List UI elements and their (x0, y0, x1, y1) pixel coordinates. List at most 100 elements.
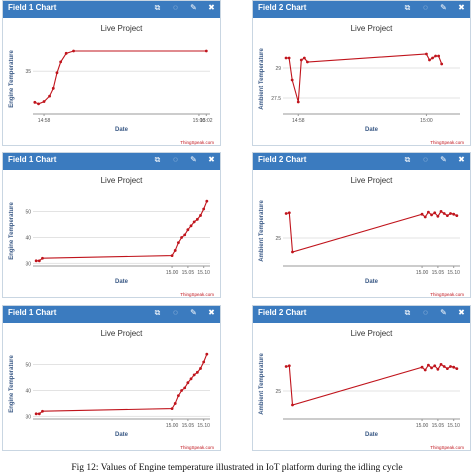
x-axis-label: Date (115, 127, 129, 133)
comment-icon[interactable]: ◌ (173, 308, 178, 317)
y-tick-label: 50 (25, 210, 31, 216)
close-icon[interactable]: ✖ (208, 155, 215, 164)
data-point (299, 58, 303, 62)
data-point (449, 365, 452, 368)
external-link-icon[interactable]: ⧉ (404, 308, 411, 317)
data-point (41, 256, 44, 260)
edit-icon[interactable]: ✎ (440, 155, 447, 164)
data-point (440, 62, 444, 66)
credit-link: ThingSpeak.com (180, 140, 214, 145)
external-link-icon[interactable]: ⧉ (404, 155, 411, 164)
x-tick-label: 15.10 (197, 270, 210, 276)
chart-panel: Field 1 Chart ⧉ ◌ ✎ ✖ Live Project 30 40 50 15.00… (2, 152, 221, 298)
edit-icon[interactable]: ✎ (440, 308, 447, 317)
data-point (420, 365, 424, 369)
credit-link: ThingSpeak.com (180, 445, 214, 450)
external-link-icon[interactable]: ⧉ (154, 155, 161, 164)
data-point (173, 249, 177, 252)
x-tick-label: 15:00 (420, 118, 433, 124)
edit-icon[interactable]: ✎ (190, 3, 197, 12)
close-icon[interactable]: ✖ (208, 3, 215, 12)
y-tick-label: 25 (275, 236, 281, 242)
data-point (195, 217, 199, 221)
x-axis-label: Date (115, 432, 129, 438)
x-tick-label: 15.10 (447, 270, 460, 276)
panel-title: Field 1 Chart (8, 3, 57, 12)
panel-actions: ⧉ ◌ ✎ ✖ (403, 308, 466, 318)
comment-icon[interactable]: ◌ (173, 3, 178, 12)
data-point (205, 199, 209, 203)
data-point (170, 254, 174, 258)
close-icon[interactable]: ✖ (458, 3, 465, 12)
y-tick-label: 29 (275, 66, 281, 72)
data-point (455, 214, 459, 217)
comment-icon[interactable]: ◌ (423, 3, 428, 12)
data-point (442, 212, 446, 215)
external-link-icon[interactable]: ⧉ (154, 308, 161, 317)
data-point (439, 363, 443, 366)
data-point (436, 367, 440, 371)
data-point (445, 214, 449, 217)
data-point (48, 94, 51, 98)
y-tick-label: 40 (25, 235, 31, 241)
data-point (452, 365, 456, 369)
edit-icon[interactable]: ✎ (190, 308, 197, 317)
external-link-icon[interactable]: ⧉ (404, 3, 411, 12)
credit-link: ThingSpeak.com (430, 292, 464, 297)
line-chart: Live Project 30 40 50 15.00 15.05 15.10 Date Eng… (9, 176, 214, 297)
data-point (189, 224, 193, 228)
series-line (34, 50, 207, 105)
panel-title: Field 1 Chart (8, 155, 57, 164)
edit-icon[interactable]: ✎ (440, 3, 447, 12)
data-point (176, 394, 180, 398)
panel-header: Field 2 Chart ⧉ ◌ ✎ ✖ (253, 153, 470, 170)
data-point (423, 368, 427, 372)
y-axis-label: Engine Temperature (9, 355, 15, 413)
x-tick-label: 15.10 (197, 423, 210, 429)
data-point (302, 56, 306, 60)
data-point (426, 363, 430, 367)
credit-link: ThingSpeak.com (430, 140, 464, 145)
edit-icon[interactable]: ✎ (190, 155, 197, 164)
x-axis-label: Date (365, 279, 379, 285)
y-axis-label: Ambient Temperature (259, 353, 265, 415)
comment-icon[interactable]: ◌ (423, 308, 428, 317)
external-link-icon[interactable]: ⧉ (154, 3, 161, 12)
data-point (33, 100, 37, 104)
data-point (180, 236, 183, 239)
x-tick-label: 15.00 (416, 270, 429, 276)
panel-actions: ⧉ ◌ ✎ ✖ (153, 3, 216, 13)
data-point (192, 220, 196, 224)
comment-icon[interactable]: ◌ (423, 155, 428, 164)
data-point (186, 381, 190, 385)
data-point (455, 367, 459, 370)
data-point (173, 402, 177, 405)
series-line (36, 353, 208, 415)
x-tick-label: 14:58 (38, 118, 51, 124)
x-tick-label: 15.00 (166, 270, 179, 276)
data-point (306, 60, 309, 64)
data-point (287, 211, 291, 215)
data-point (199, 214, 202, 217)
panel-actions: ⧉ ◌ ✎ ✖ (403, 3, 466, 13)
data-point (72, 49, 75, 53)
y-tick-label: 40 (25, 388, 31, 394)
data-point (186, 228, 190, 232)
panel-header: Field 2 Chart ⧉ ◌ ✎ ✖ (253, 1, 470, 18)
credit-link: ThingSpeak.com (430, 445, 464, 450)
comment-icon[interactable]: ◌ (173, 155, 178, 164)
close-icon[interactable]: ✖ (458, 308, 465, 317)
x-tick-label: 15.00 (166, 423, 179, 429)
y-tick-label: 50 (25, 363, 31, 369)
chart-title: Live Project (101, 329, 144, 338)
data-point (189, 377, 193, 381)
data-point (423, 215, 427, 219)
data-point (202, 360, 206, 364)
close-icon[interactable]: ✖ (208, 308, 215, 317)
data-point (296, 100, 300, 104)
data-point (287, 364, 291, 368)
x-tick-label: 15.00 (416, 423, 429, 429)
close-icon[interactable]: ✖ (458, 155, 465, 164)
chart-panel: Field 2 Chart ⧉ ◌ ✎ ✖ Live Project 29 27.5 14:58… (252, 0, 471, 146)
chart-title: Live Project (351, 176, 394, 185)
